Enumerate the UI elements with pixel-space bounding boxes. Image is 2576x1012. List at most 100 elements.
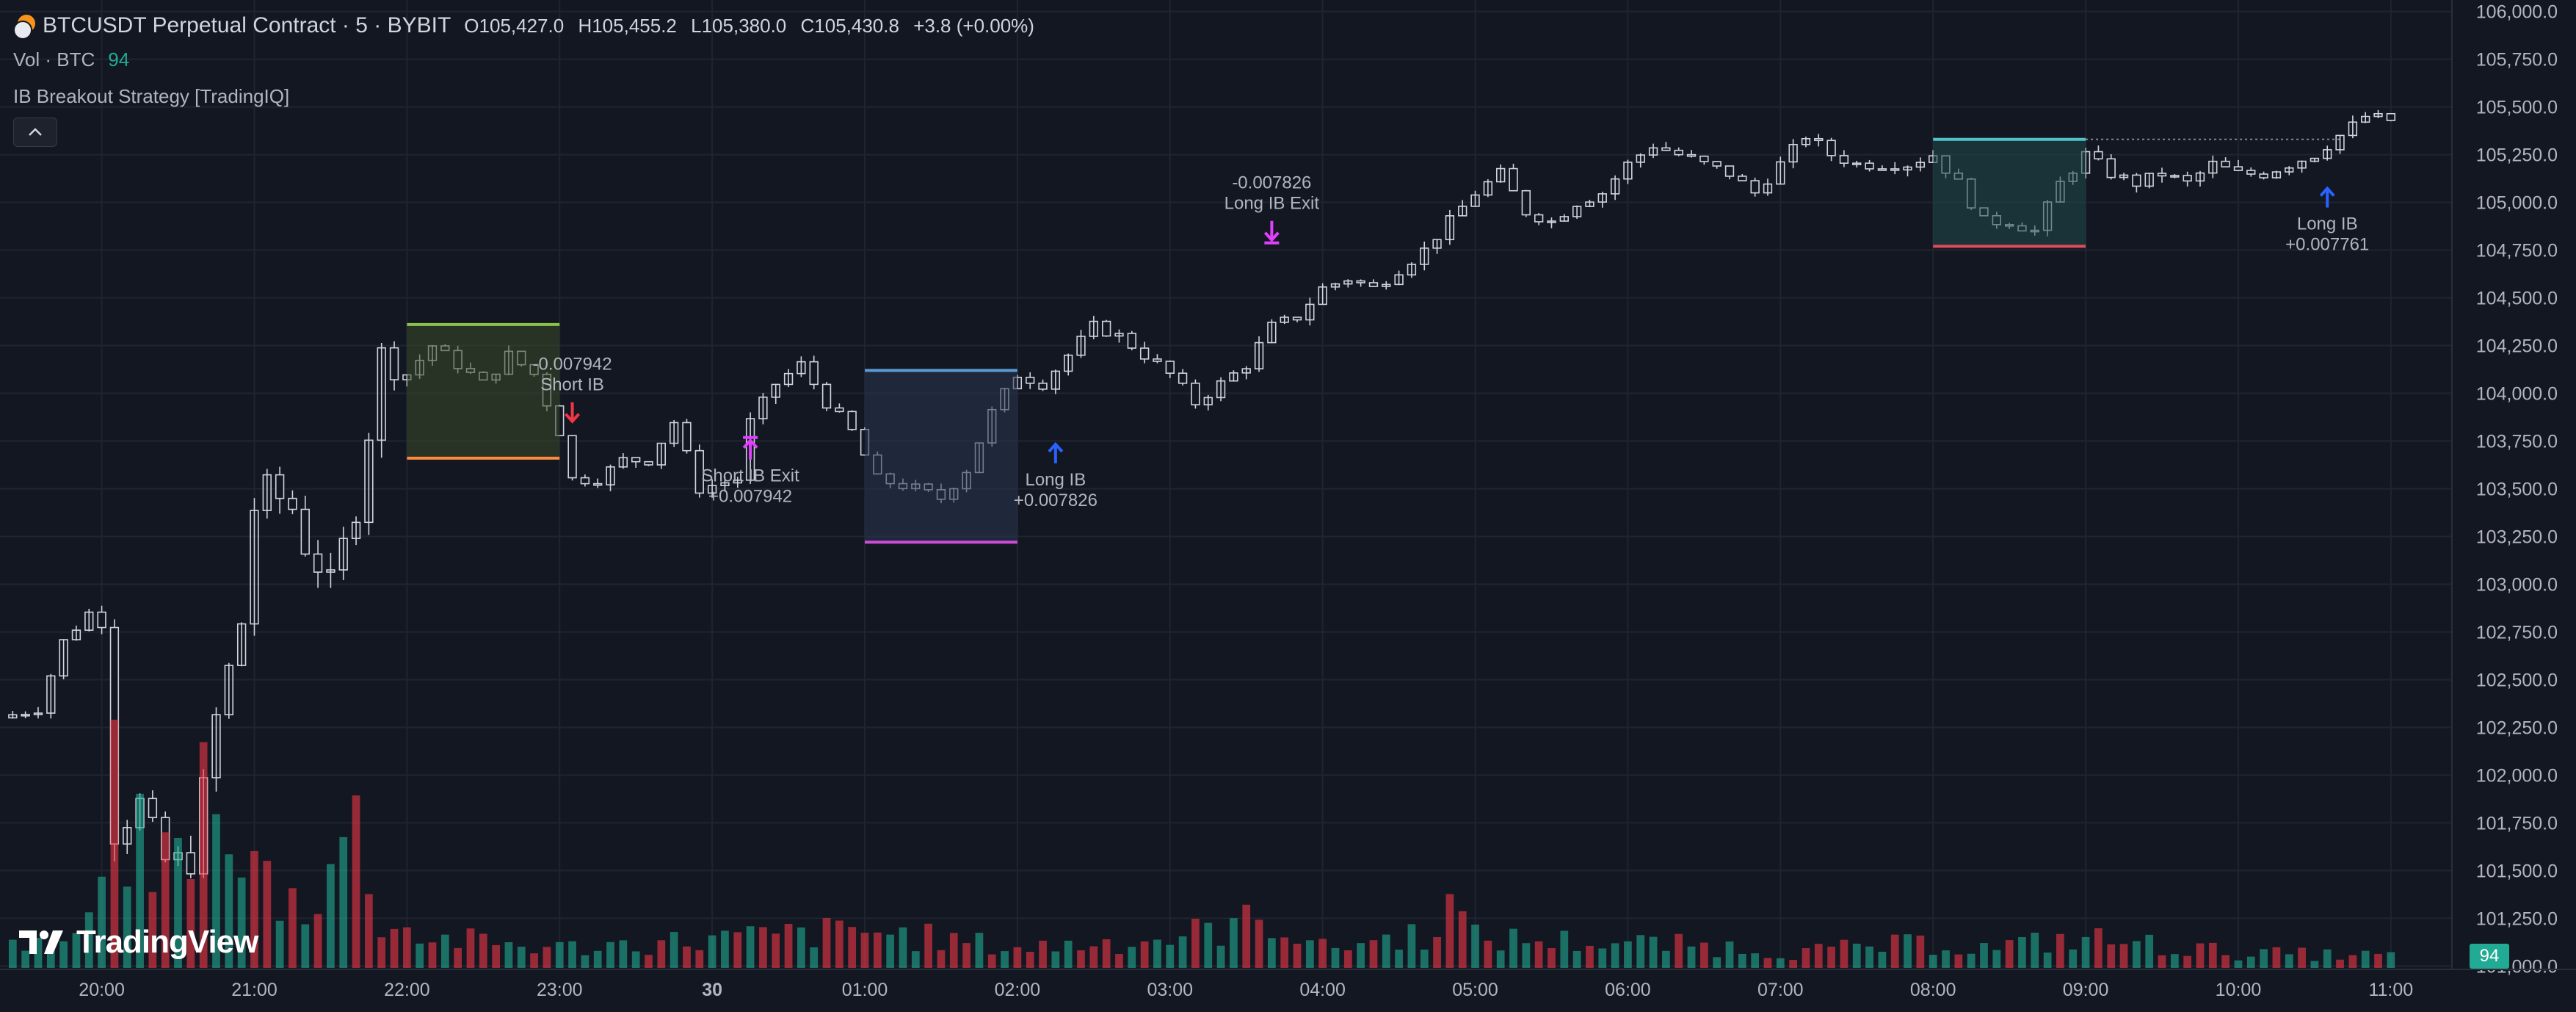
candle-body[interactable] <box>783 372 794 386</box>
candle-body[interactable] <box>8 714 18 719</box>
candle-body[interactable] <box>1280 317 1289 323</box>
candle-body[interactable] <box>1305 303 1315 321</box>
candle-body[interactable] <box>1738 176 1747 181</box>
candle-body[interactable] <box>694 449 704 494</box>
candle-body[interactable] <box>1368 282 1379 287</box>
symbol-legend[interactable]: BTCUSDT Perpetual Contract · 5 · BYBIT O… <box>13 13 1034 40</box>
candle-body[interactable] <box>631 457 641 463</box>
symbol-title[interactable]: BTCUSDT Perpetual Contract · 5 · BYBIT <box>43 13 451 37</box>
signal-arrow-long-icon[interactable] <box>2319 186 2335 208</box>
candle-body[interactable] <box>1686 153 1697 157</box>
candle-body[interactable] <box>580 477 590 485</box>
candle-body[interactable] <box>1089 320 1099 337</box>
candle-body[interactable] <box>1724 165 1735 177</box>
candle-body[interactable] <box>1509 167 1518 192</box>
candle-body[interactable] <box>2259 173 2268 178</box>
indicator-legend[interactable]: IB Breakout Strategy [TradingIQ] <box>13 85 289 108</box>
candle-body[interactable] <box>1496 167 1506 183</box>
candle-body[interactable] <box>364 439 374 524</box>
candle-body[interactable] <box>1865 162 1874 170</box>
candle-body[interactable] <box>2144 173 2154 187</box>
candle-body[interactable] <box>33 712 43 715</box>
candle-body[interactable] <box>1394 274 1404 286</box>
candle-body[interactable] <box>186 852 196 875</box>
candle-body[interactable] <box>1064 354 1073 372</box>
candle-body[interactable] <box>567 435 577 479</box>
candle-body[interactable] <box>2094 151 2103 160</box>
candle-body[interactable] <box>1623 162 1633 180</box>
candle-body[interactable] <box>2361 115 2370 123</box>
candle-body[interactable] <box>821 383 832 409</box>
candle-body[interactable] <box>1229 372 1238 382</box>
candle-body[interactable] <box>1254 341 1264 369</box>
signal-arrow-exit-long-icon[interactable] <box>1263 220 1280 245</box>
candle-body[interactable] <box>1432 239 1442 249</box>
candle-body[interactable] <box>758 397 768 419</box>
candle-body[interactable] <box>669 422 679 444</box>
candle-body[interactable] <box>326 569 335 573</box>
candle-body[interactable] <box>2373 112 2383 118</box>
candle-body[interactable] <box>1610 178 1620 195</box>
candle-body[interactable] <box>1852 162 1862 165</box>
candle-body[interactable] <box>2157 173 2167 177</box>
candle-body[interactable] <box>835 407 844 413</box>
candle-body[interactable] <box>809 361 819 386</box>
candle-body[interactable] <box>1267 322 1277 344</box>
signal-arrow-exit-short-icon[interactable] <box>742 435 758 460</box>
candle-body[interactable] <box>771 383 780 398</box>
candle-body[interactable] <box>1699 155 1709 162</box>
candle-body[interactable] <box>1165 361 1175 374</box>
candle-body[interactable] <box>2271 171 2282 178</box>
candle-body[interactable] <box>1076 336 1086 356</box>
candle-body[interactable] <box>1038 383 1048 390</box>
candle-body[interactable] <box>733 480 742 484</box>
candle-body[interactable] <box>1877 168 1887 171</box>
candle-body[interactable] <box>1420 247 1429 265</box>
candle-body[interactable] <box>1407 264 1417 276</box>
signal-arrow-long-icon[interactable] <box>1048 441 1064 463</box>
candle-body[interactable] <box>148 798 158 819</box>
candle-body[interactable] <box>797 361 806 375</box>
candle-body[interactable] <box>2310 157 2320 162</box>
candle-body[interactable] <box>656 442 667 466</box>
candle-body[interactable] <box>1101 320 1111 337</box>
candle-body[interactable] <box>2233 166 2243 171</box>
candle-body[interactable] <box>97 611 106 629</box>
candle-body[interactable] <box>1382 283 1391 287</box>
candle-body[interactable] <box>1521 189 1531 216</box>
candle-body[interactable] <box>1572 206 1582 217</box>
candle-body[interactable] <box>618 457 628 468</box>
candle-body[interactable] <box>1547 220 1556 223</box>
candle-body[interactable] <box>1343 280 1353 285</box>
candle-body[interactable] <box>389 347 399 380</box>
candle-body[interactable] <box>2119 174 2129 178</box>
candle-body[interactable] <box>1470 194 1480 207</box>
signal-arrow-short-icon[interactable] <box>565 402 581 424</box>
candle-body[interactable] <box>236 623 247 666</box>
candle-body[interactable] <box>1026 377 1035 384</box>
candle-body[interactable] <box>1139 347 1150 360</box>
candle-body[interactable] <box>313 553 323 573</box>
candle-body[interactable] <box>1826 140 1836 156</box>
candle-body[interactable] <box>1153 358 1162 362</box>
candle-body[interactable] <box>1915 162 1926 168</box>
candle-body[interactable] <box>2132 174 2141 187</box>
candle-body[interactable] <box>2348 121 2358 137</box>
candle-body[interactable] <box>1597 193 1607 203</box>
candle-body[interactable] <box>1216 380 1226 399</box>
candle-body[interactable] <box>2221 160 2230 167</box>
candle-body[interactable] <box>2285 167 2294 173</box>
candle-body[interactable] <box>1763 183 1773 194</box>
candle-body[interactable] <box>377 347 386 441</box>
candle-body[interactable] <box>847 411 857 430</box>
candle-body[interactable] <box>1648 147 1658 156</box>
collapse-legend-button[interactable] <box>13 118 57 147</box>
candle-body[interactable] <box>59 639 68 677</box>
candle-body[interactable] <box>1127 333 1136 349</box>
candle-body[interactable] <box>720 482 730 486</box>
candle-body[interactable] <box>1674 149 1683 156</box>
candle-body[interactable] <box>2106 158 2116 178</box>
candle-body[interactable] <box>1191 383 1200 405</box>
